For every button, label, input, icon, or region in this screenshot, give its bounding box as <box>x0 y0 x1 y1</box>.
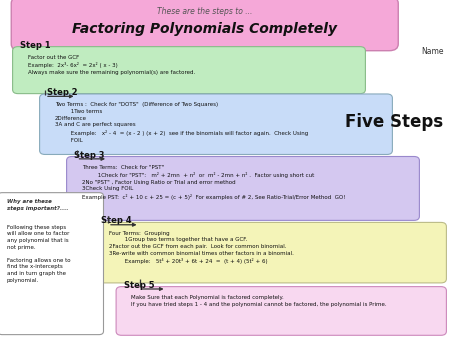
FancyBboxPatch shape <box>116 287 446 335</box>
FancyBboxPatch shape <box>94 222 446 283</box>
FancyBboxPatch shape <box>11 0 398 51</box>
Text: Step 3: Step 3 <box>74 150 105 160</box>
Text: Step 2: Step 2 <box>47 88 78 97</box>
Text: Step 4: Step 4 <box>101 216 132 225</box>
Text: Three Terms:  Check for "PST"
         1Check for "PST":   m² + 2mn  + n²  or  m: Three Terms: Check for "PST" 1Check for … <box>82 165 346 200</box>
Text: Step 1: Step 1 <box>20 41 51 50</box>
Text: These are the steps to ...: These are the steps to ... <box>157 7 252 16</box>
FancyBboxPatch shape <box>0 193 104 335</box>
Text: Why are these
steps important?....: Why are these steps important?.... <box>7 199 68 211</box>
Text: Factoring Polynomials Completely: Factoring Polynomials Completely <box>72 22 337 36</box>
Text: Step 5: Step 5 <box>124 281 154 290</box>
FancyBboxPatch shape <box>13 47 365 94</box>
Text: Five Steps: Five Steps <box>345 113 443 131</box>
FancyBboxPatch shape <box>40 94 392 154</box>
Text: Factor out the GCF
Example:  2x³- 6x²  = 2x² ( x - 3)
Always make sure the remai: Factor out the GCF Example: 2x³- 6x² = 2… <box>28 55 195 75</box>
Text: Make Sure that each Polynomial is factored completely.
If you have tried steps 1: Make Sure that each Polynomial is factor… <box>131 295 387 307</box>
Text: Following these steps
will allow one to factor
any polynomial that is
not prime.: Following these steps will allow one to … <box>7 225 70 283</box>
FancyBboxPatch shape <box>67 156 419 220</box>
Text: Two Terms :  Check for "DOTS"  (Difference of Two Squares)
         1Two terms
2: Two Terms : Check for "DOTS" (Difference… <box>55 102 308 143</box>
Text: Four Terms:  Grouping
         1Group two terms together that have a GCF.
2Facto: Four Terms: Grouping 1Group two terms to… <box>109 231 294 264</box>
Text: Name: Name <box>421 47 443 56</box>
